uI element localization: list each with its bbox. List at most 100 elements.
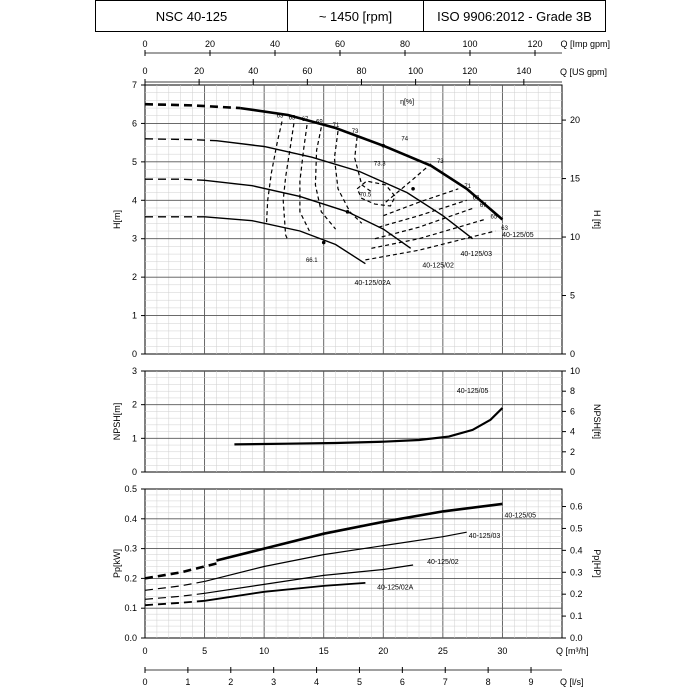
head-curve-label: 40-125/05 bbox=[502, 232, 534, 239]
ls-tick-label: 5 bbox=[357, 677, 362, 687]
head-curve-40-125-02A bbox=[204, 216, 366, 265]
head-ytick-label: 7 bbox=[132, 80, 137, 90]
head-curve-label: 40-125/03 bbox=[460, 251, 492, 258]
ls-tick-label: 3 bbox=[271, 677, 276, 687]
standard-cell: ISO 9906:2012 - Grade 3B bbox=[423, 0, 606, 32]
power-curve-40-125-05 bbox=[216, 502, 503, 562]
head-ytick-right-label: 15 bbox=[570, 174, 580, 184]
power-ytick-right-label: 0.3 bbox=[570, 567, 583, 577]
ls-axis-label: Q [l/s] bbox=[560, 677, 584, 687]
head-ytick-right-label: 0 bbox=[570, 349, 575, 359]
power-ytick-right-label: 0.1 bbox=[570, 611, 583, 621]
efficiency-curve-63 bbox=[265, 121, 283, 224]
npsh-ytick-right-label: 0 bbox=[570, 467, 575, 477]
efficiency-label-69: 69 bbox=[316, 119, 323, 125]
head-ytick-right-label: 5 bbox=[570, 291, 575, 301]
power-curve-40-125-03 bbox=[204, 531, 467, 582]
imp-gpm-tick-label: 0 bbox=[142, 39, 147, 49]
power-ytick-label: 0.1 bbox=[124, 603, 137, 613]
ls-tick-label: 7 bbox=[443, 677, 448, 687]
m3h-tick-label: 20 bbox=[378, 646, 388, 656]
efficiency-curve-69 bbox=[314, 127, 337, 230]
npsh-ytick-right-label: 4 bbox=[570, 427, 575, 437]
power-ylabel-right: Pp[HP] bbox=[592, 549, 602, 578]
head-bep-marker bbox=[381, 143, 386, 148]
npsh-ytick-label: 2 bbox=[132, 400, 137, 410]
imp-gpm-axis-label: Q [Imp gpm] bbox=[560, 39, 610, 49]
us-gpm-tick-label: 40 bbox=[248, 66, 258, 76]
us-gpm-tick-label: 120 bbox=[462, 66, 477, 76]
npsh-ytick-right-label: 8 bbox=[570, 386, 575, 396]
efficiency-point-66-1: 66.1 bbox=[306, 258, 318, 264]
npsh-ytick-right-label: 2 bbox=[570, 447, 575, 457]
m3h-tick-label: 25 bbox=[438, 646, 448, 656]
efficiency-curve-right-69 bbox=[378, 199, 467, 228]
efficiency-curve-right-73 bbox=[385, 163, 432, 203]
head-ylabel-right: H [ft] bbox=[592, 210, 602, 229]
head-ytick-right-label: 10 bbox=[570, 232, 580, 242]
m3h-tick-label: 15 bbox=[319, 646, 329, 656]
efficiency-curve-67 bbox=[299, 124, 310, 232]
head-ytick-label: 6 bbox=[132, 118, 137, 128]
npsh-curve-40-125-05 bbox=[234, 407, 504, 446]
head-ytick-label: 2 bbox=[132, 272, 137, 282]
npsh-ytick-label: 0 bbox=[132, 467, 137, 477]
power-frame bbox=[144, 488, 563, 639]
power-ytick-label: 0.5 bbox=[124, 484, 137, 494]
efficiency-label-right-65: 65 bbox=[491, 215, 498, 221]
npsh-ytick-right-label: 6 bbox=[570, 406, 575, 416]
imp-gpm-tick-label: 60 bbox=[335, 39, 345, 49]
us-gpm-tick-label: 140 bbox=[516, 66, 531, 76]
head-ytick-right-label: 20 bbox=[570, 115, 580, 125]
power-ytick-label: 0.3 bbox=[124, 544, 137, 554]
efficiency-curve-right-71 bbox=[383, 188, 459, 217]
imp-gpm-tick-label: 120 bbox=[527, 39, 542, 49]
head-curve-label: 40-125/02 bbox=[422, 263, 454, 270]
power-ytick-right-label: 0.4 bbox=[570, 545, 583, 555]
us-gpm-axis-label: Q [US gpm] bbox=[560, 67, 607, 77]
power-curve-40-125-02 bbox=[204, 564, 414, 594]
m3h-tick-label: 5 bbox=[202, 646, 207, 656]
efficiency-label-71: 71 bbox=[333, 123, 340, 129]
ls-tick-label: 2 bbox=[228, 677, 233, 687]
imp-gpm-tick-label: 40 bbox=[270, 39, 280, 49]
us-gpm-tick-label: 60 bbox=[302, 66, 312, 76]
power-ytick-right-label: 0.0 bbox=[570, 633, 583, 643]
head-curve-40-125-02 bbox=[204, 179, 412, 249]
head-curve-label: 40-125/02A bbox=[354, 280, 391, 287]
efficiency-label-right-73: 73 bbox=[437, 159, 444, 165]
imp-gpm-tick-label: 80 bbox=[400, 39, 410, 49]
power-ytick-label: 0.2 bbox=[124, 573, 137, 583]
head-extrapolation-40-125-03 bbox=[144, 138, 217, 142]
npsh-ytick-label: 1 bbox=[132, 433, 137, 443]
power-ylabel: Pp[kW] bbox=[112, 549, 122, 578]
head-frame bbox=[144, 84, 563, 355]
head-bep-marker bbox=[321, 240, 326, 245]
head-ytick-label: 3 bbox=[132, 234, 137, 244]
efficiency-curve-right-65 bbox=[371, 218, 485, 249]
efficiency-point-74: 74 bbox=[401, 137, 408, 143]
npsh-curve-label: 40-125/05 bbox=[457, 388, 489, 395]
efficiency-loop bbox=[356, 180, 396, 207]
efficiency-curve-71 bbox=[333, 131, 363, 224]
efficiency-label-63: 63 bbox=[277, 114, 284, 120]
m3h-axis-label: Q [m³/h] bbox=[556, 646, 589, 656]
speed-text: ~ 1450 [rpm] bbox=[318, 8, 393, 24]
power-ytick-right-label: 0.5 bbox=[570, 523, 583, 533]
head-extrapolation-40-125-05 bbox=[144, 102, 241, 110]
efficiency-title: η[%] bbox=[400, 99, 414, 106]
power-curve-label: 40-125/05 bbox=[505, 512, 537, 519]
ls-tick-label: 9 bbox=[529, 677, 534, 687]
power-extrapolation-40-125-02A bbox=[144, 599, 205, 607]
ls-tick-label: 8 bbox=[486, 677, 491, 687]
speed-cell: ~ 1450 [rpm] bbox=[287, 0, 424, 32]
ls-tick-label: 1 bbox=[185, 677, 190, 687]
efficiency-curve-right-67 bbox=[374, 207, 474, 240]
npsh-ylabel: NPSH[m] bbox=[112, 403, 122, 441]
efficiency-point-73-3: 73.3 bbox=[374, 162, 386, 168]
imp-gpm-tick-label: 20 bbox=[205, 39, 215, 49]
efficiency-label-right-63: 63 bbox=[501, 226, 508, 232]
npsh-ytick-label: 3 bbox=[132, 366, 137, 376]
m3h-tick-label: 30 bbox=[497, 646, 507, 656]
